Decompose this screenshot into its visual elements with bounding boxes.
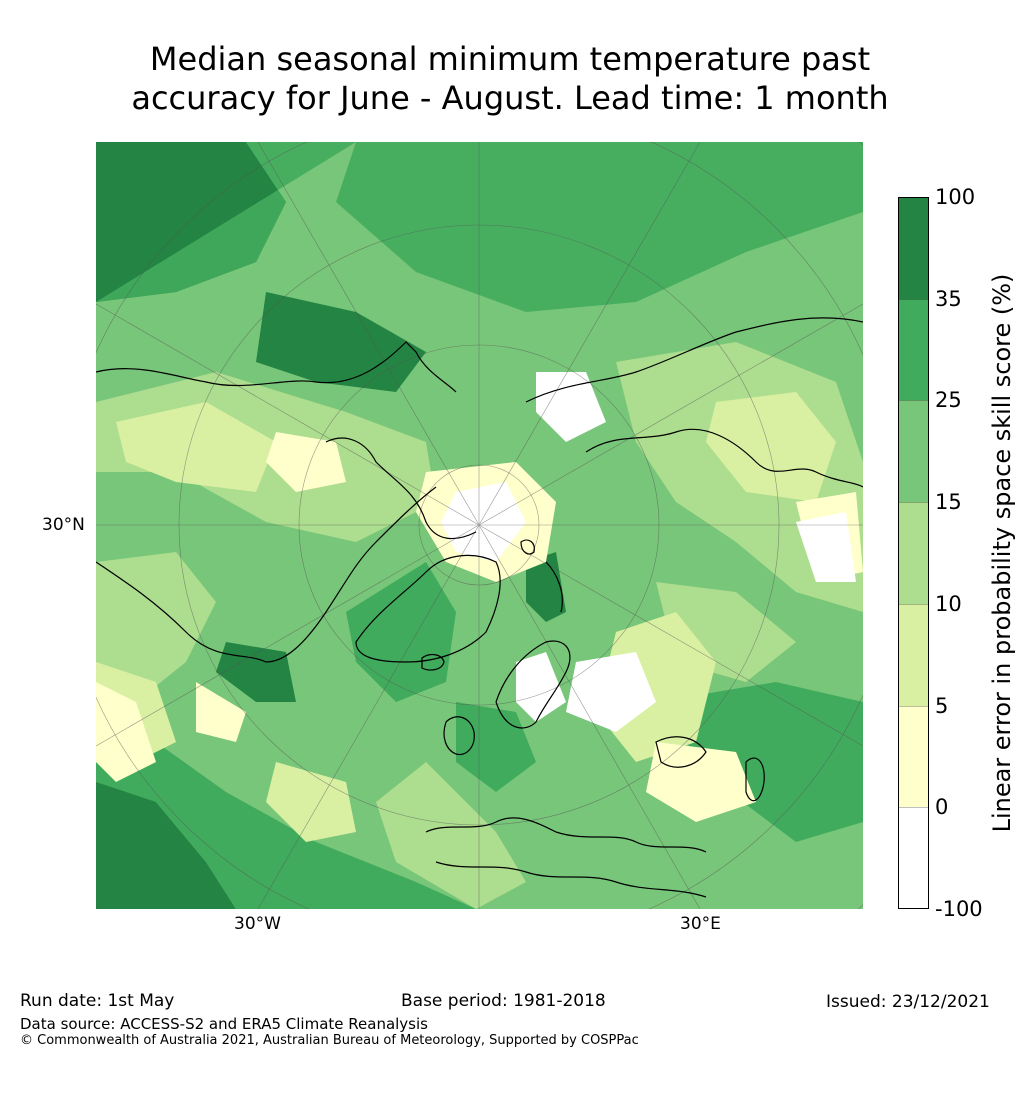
skill-region-high (256, 292, 426, 392)
issued-date: Issued: 23/12/2021 (826, 992, 990, 1012)
coastline-mediterranean (435, 861, 707, 898)
coastline-north-america (96, 486, 437, 663)
coastline-north-america (96, 341, 457, 393)
meridian-line (478, 142, 701, 526)
skill-region-mid-high (656, 682, 863, 842)
skill-region-very-low (96, 682, 156, 782)
colorbar-divider (898, 298, 929, 300)
map-title: Median seasonal minimum temperature past… (0, 40, 1020, 118)
colorbar-divider (898, 400, 929, 402)
skill-region-very-low (266, 432, 346, 492)
skill-region-low (266, 762, 356, 842)
data-source: Data source: ACCESS-S2 and ERA5 Climate … (20, 1015, 428, 1033)
skill-region-negative (516, 652, 566, 722)
skill-region-mid-high (346, 562, 456, 702)
colorbar-divider (898, 603, 929, 605)
colorbar-bin (898, 502, 929, 605)
graticule (96, 142, 863, 909)
colorbar-bin (898, 603, 929, 706)
coastline-greenland (355, 554, 501, 663)
meridian-line (257, 142, 480, 526)
polar-map (96, 142, 863, 909)
polar-map-canvas (96, 142, 863, 909)
coastline-novaya-zemlya (545, 561, 563, 613)
title-line-1: Median seasonal minimum temperature past (149, 40, 871, 78)
skill-region-mid-high (456, 702, 536, 792)
coastline-iceland (421, 653, 445, 671)
skill-region-mid-high (96, 142, 863, 312)
skill-region-negative (796, 512, 856, 582)
skill-region-low (116, 402, 276, 492)
colorbar-tick-label: 25 (935, 388, 962, 413)
meridian-line (257, 524, 480, 909)
colorbar-tick-label: -100 (935, 897, 983, 921)
skill-region-negative (441, 482, 526, 562)
coastline-caspian (745, 757, 765, 802)
skill-region-very-low (646, 742, 756, 822)
colorbar-divider (898, 502, 929, 504)
title-line-2: accuracy for June - August. Lead time: 1… (131, 79, 889, 117)
colorbar-bin (898, 705, 929, 808)
colorbar-divider (898, 705, 929, 707)
skill-region-low (706, 392, 836, 502)
colorbar-tick-label: 15 (935, 490, 962, 515)
latitude-label-30n: 30°N (42, 515, 85, 535)
coastline-eurasia (585, 428, 863, 488)
skill-region-high (216, 642, 296, 702)
colorbar-label: Linear error in probability space skill … (988, 273, 1016, 833)
longitude-label-30w: 30°W (234, 914, 281, 934)
colorbar-bin (898, 298, 929, 401)
skill-region-very-low (196, 682, 246, 742)
skill-field (96, 142, 863, 909)
skill-region-negative (536, 372, 606, 442)
colorbar-bin (898, 807, 929, 910)
base-period: Base period: 1981-2018 (401, 991, 606, 1011)
skill-region-negative (566, 652, 656, 732)
skill-region-mid (376, 762, 526, 909)
coastline-europe (425, 817, 707, 853)
colorbar-tick-label: 10 (935, 591, 962, 616)
coastline-eurasia (525, 317, 863, 403)
colorbar-frame (898, 197, 929, 909)
skill-region-high (96, 762, 236, 909)
colorbar-bin (898, 400, 929, 503)
meridian-line (478, 303, 863, 526)
meridian-line (478, 524, 701, 909)
meridian-line (96, 524, 480, 747)
coastline-scandinavia (495, 640, 571, 729)
colorbar-bin (898, 197, 929, 299)
meridian-line (478, 524, 863, 747)
coastline-black-sea (655, 736, 707, 768)
longitude-label-30e: 30°E (680, 914, 721, 934)
colorbar-tick-label: 100 (935, 185, 976, 209)
skill-region-mid-high (96, 702, 476, 909)
coastlines (96, 317, 863, 898)
copyright: © Commonwealth of Australia 2021, Austra… (20, 1033, 639, 1048)
colorbar-tick-label: 5 (935, 693, 949, 718)
coastline-svalbard (520, 539, 535, 555)
colorbar-divider (898, 807, 929, 809)
run-date: Run date: 1st May (20, 991, 175, 1011)
meridian-line (96, 303, 480, 526)
colorbar-tick-label: 35 (935, 286, 962, 311)
colorbar-tick-label: 0 (935, 795, 949, 820)
coastline-british-isles (443, 716, 475, 756)
coastline-canadian-archipelago (325, 437, 477, 540)
